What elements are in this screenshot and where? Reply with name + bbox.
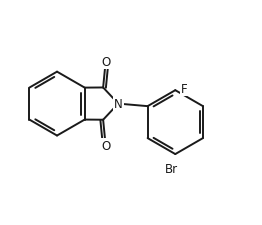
Text: O: O: [101, 140, 110, 153]
Text: N: N: [114, 98, 123, 111]
Text: F: F: [181, 83, 188, 96]
Text: O: O: [101, 56, 110, 68]
Text: Br: Br: [165, 162, 178, 175]
